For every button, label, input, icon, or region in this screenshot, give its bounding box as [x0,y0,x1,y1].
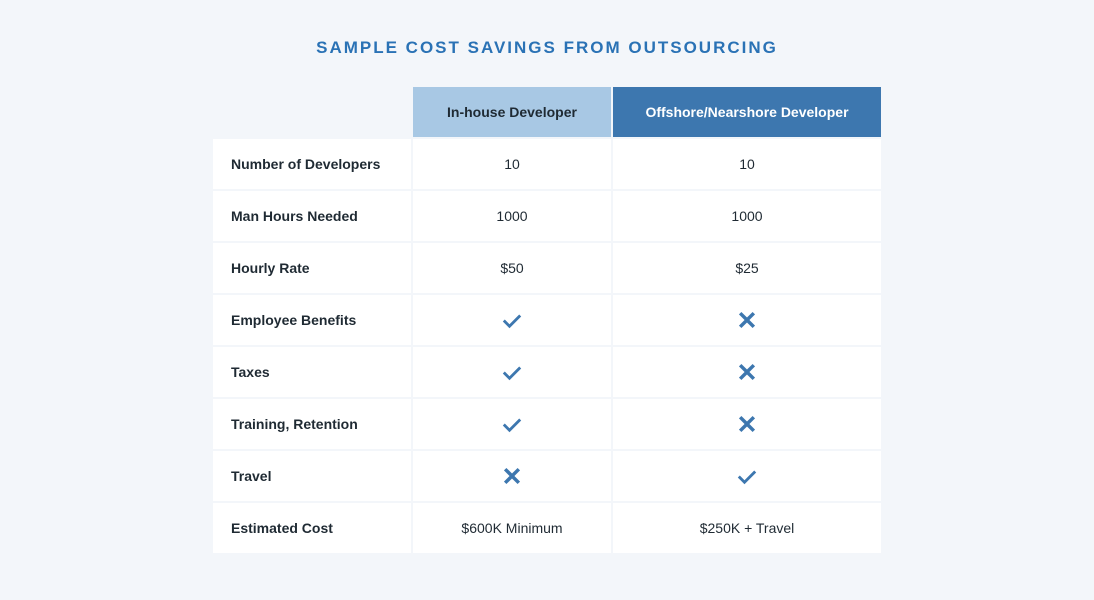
row-label: Number of Developers [212,138,412,190]
cross-icon [735,360,759,384]
row-label: Employee Benefits [212,294,412,346]
cell-value: 10 [612,138,882,190]
row-label: Hourly Rate [212,242,412,294]
cross-icon [735,412,759,436]
cell-icon [612,450,882,502]
cell-value: $600K Minimum [412,502,612,554]
cell-icon [612,398,882,450]
cell-value: 1000 [412,190,612,242]
column-header-inhouse: In-house Developer [412,86,612,138]
row-label: Travel [212,450,412,502]
cell-value: $25 [612,242,882,294]
cell-value: $250K + Travel [612,502,882,554]
page-title: SAMPLE COST SAVINGS FROM OUTSOURCING [316,38,778,58]
row-label: Training, Retention [212,398,412,450]
cell-icon [412,398,612,450]
row-label: Taxes [212,346,412,398]
check-icon [500,308,524,332]
check-icon [500,412,524,436]
cell-icon [612,346,882,398]
check-icon [500,360,524,384]
row-label: Man Hours Needed [212,190,412,242]
cross-icon [735,308,759,332]
check-icon [735,464,759,488]
cell-value: 1000 [612,190,882,242]
cell-value: 10 [412,138,612,190]
column-header-offshore: Offshore/Nearshore Developer [612,86,882,138]
cell-icon [612,294,882,346]
header-empty [212,86,412,138]
cell-icon [412,346,612,398]
cell-icon [412,294,612,346]
cell-value: $50 [412,242,612,294]
comparison-table: In-house Developer Offshore/Nearshore De… [212,86,882,554]
cell-icon [412,450,612,502]
cross-icon [500,464,524,488]
row-label: Estimated Cost [212,502,412,554]
